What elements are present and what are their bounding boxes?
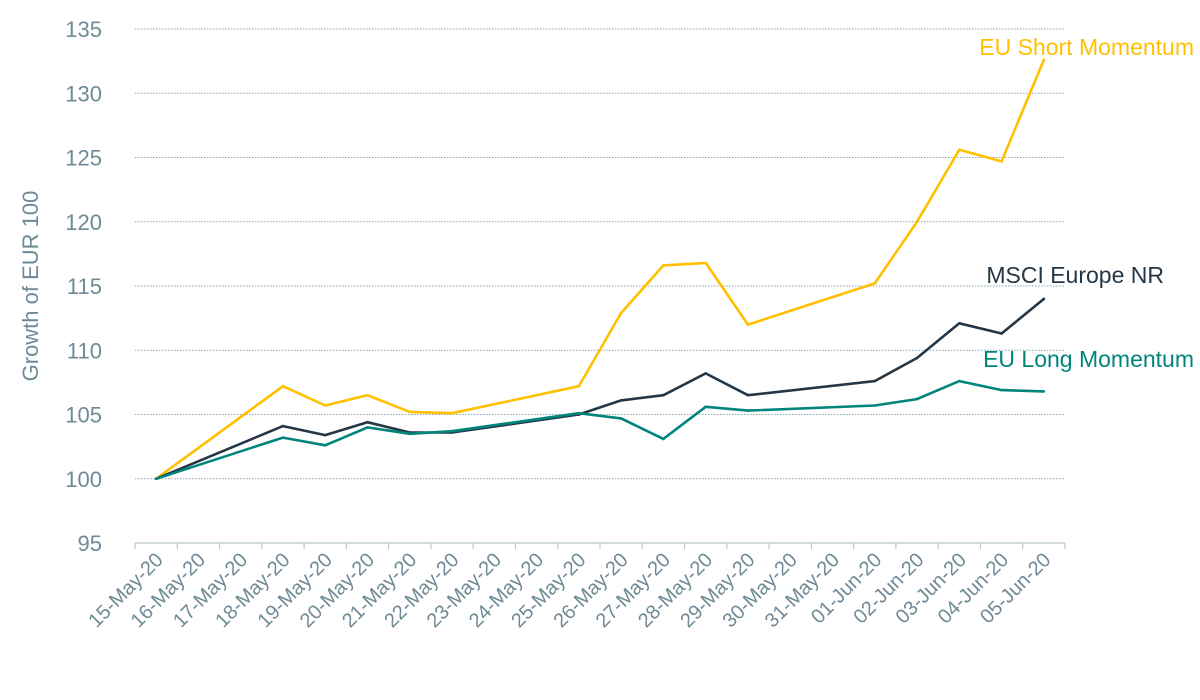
data-point — [577, 411, 581, 415]
data-point — [323, 404, 327, 407]
legend-label-eu-short-momentum: EU Short Momentum — [979, 34, 1194, 60]
y-tick-label: 120 — [65, 210, 102, 235]
data-point — [746, 323, 750, 326]
data-point — [1042, 390, 1046, 393]
y-tick-label: 115 — [67, 274, 102, 299]
y-axis-label: Growth of EUR 100 — [18, 191, 43, 382]
data-point — [450, 429, 454, 433]
data-point — [154, 477, 158, 481]
data-point — [577, 384, 581, 388]
data-point — [915, 356, 919, 360]
data-point — [704, 372, 707, 375]
data-point — [323, 444, 327, 447]
data-point — [662, 437, 665, 441]
y-tick-label: 105 — [65, 403, 102, 428]
legend-label-eu-long-momentum: EU Long Momentum — [983, 346, 1194, 372]
data-point — [958, 321, 961, 325]
data-point — [958, 148, 961, 152]
data-point — [873, 379, 877, 383]
data-point — [408, 410, 412, 414]
series-lines — [154, 58, 1046, 481]
y-tick-label: 100 — [65, 467, 102, 492]
data-point — [1042, 297, 1046, 301]
data-point — [662, 393, 665, 397]
data-point — [281, 384, 285, 388]
data-point — [1000, 332, 1003, 335]
data-point — [1000, 388, 1003, 392]
data-point — [619, 311, 623, 315]
data-point — [323, 433, 327, 437]
data-point — [873, 282, 877, 285]
gridlines — [135, 28, 1065, 480]
data-point — [366, 393, 369, 397]
y-axis-ticks: 95 100 105 110 115 120 125 130 135 — [65, 17, 102, 556]
legend-label-msci-europe-nr: MSCI Europe NR — [986, 262, 1164, 288]
data-point — [366, 420, 369, 424]
data-point — [704, 261, 707, 265]
data-point — [619, 417, 623, 420]
x-axis: 15-May-2016-May-2017-May-2018-May-2019-M… — [85, 542, 1066, 632]
data-point — [746, 393, 750, 397]
data-point — [662, 264, 665, 267]
data-point — [915, 397, 919, 401]
series-line-msci-europe-nr — [155, 297, 1045, 481]
data-point — [450, 411, 454, 415]
data-point — [408, 432, 412, 436]
data-point — [915, 220, 919, 224]
series-line-eu-long-momentum — [155, 379, 1044, 481]
data-point — [873, 404, 877, 407]
y-tick-label: 110 — [67, 338, 102, 363]
data-point — [619, 399, 623, 402]
data-point — [1042, 58, 1046, 62]
data-point — [281, 436, 285, 439]
series-line-eu-short-momentum — [155, 59, 1046, 480]
y-tick-label: 125 — [65, 146, 102, 171]
y-tick-label: 95 — [78, 531, 102, 556]
data-point — [746, 409, 750, 412]
y-tick-label: 130 — [65, 81, 102, 106]
data-point — [1000, 160, 1003, 163]
data-point — [958, 379, 961, 383]
data-point — [366, 426, 369, 429]
data-point — [704, 405, 707, 409]
y-tick-label: 135 — [65, 17, 102, 42]
data-point — [281, 424, 285, 428]
